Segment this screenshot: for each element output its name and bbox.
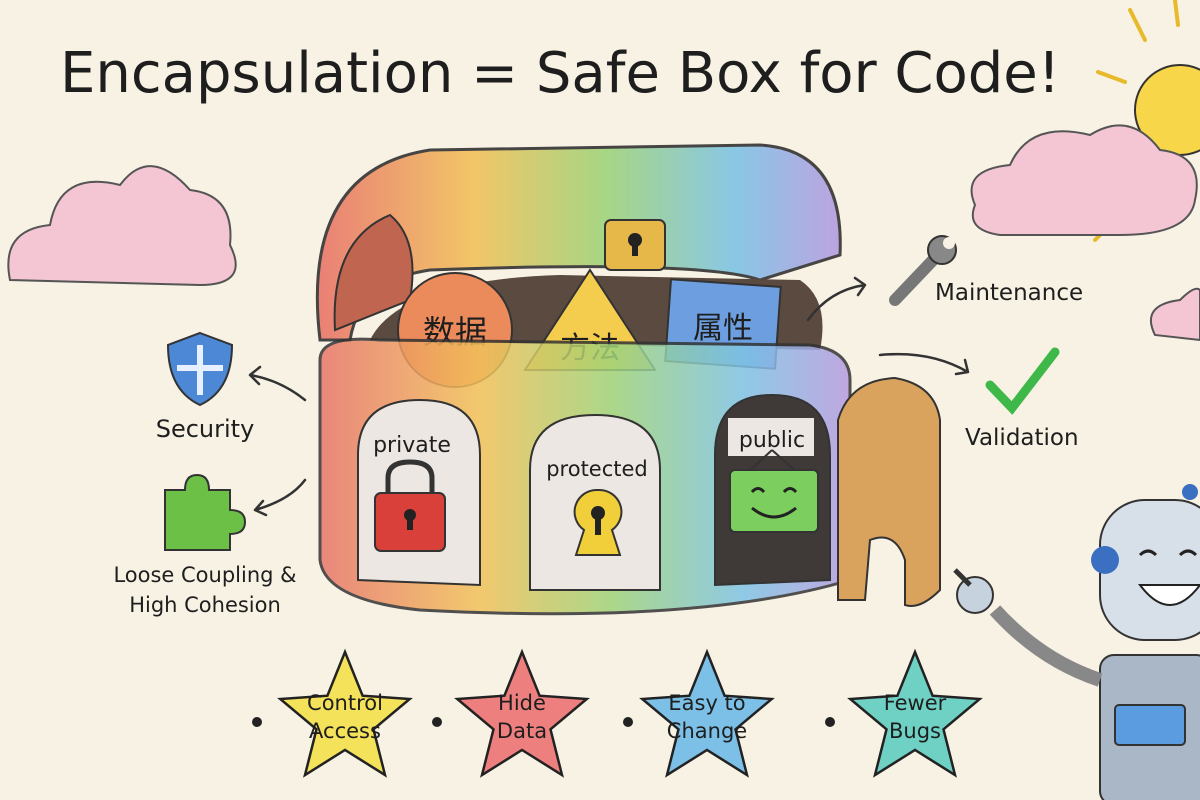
star-label: Change [667,719,747,743]
star-label: Control [307,691,383,715]
star-label: Easy to [668,691,745,715]
svg-text:private: private [373,433,451,458]
benefit-maintenance: Maintenance [935,280,1083,306]
star-label: Hide [498,691,546,715]
open-door-panel[interactable] [837,376,941,607]
smiley-sign-icon [729,449,819,533]
svg-text:属性: 属性 [693,311,753,346]
checkmark-icon [985,347,1060,415]
star-shape [847,648,983,778]
padlock-icon [374,459,446,552]
wrench-icon [889,235,957,306]
benefit-coupling-line2: High Cohesion [129,593,281,617]
star-label: Fewer [884,691,947,715]
door-protected[interactable]: protected [529,413,661,591]
door-private[interactable]: private [357,398,481,587]
cloud-icon [7,124,1200,342]
benefit-validation: Validation [965,425,1079,451]
benefit-stars: Control Access Hide Data Easy to Change Fewer B… [252,648,983,778]
bullet-dot [252,717,262,727]
svg-text:public: public [739,428,805,453]
robot-mascot [953,484,1200,800]
bullet-dot [623,717,633,727]
arrows [248,276,970,517]
star-shape [277,648,413,778]
star-label: Data [497,719,547,743]
puzzle-icon [164,473,247,551]
bullet-dot [825,717,835,727]
star-shape [639,648,775,778]
star-label: Access [309,719,381,743]
page-title: Encapsulation = Safe Box for Code! [60,41,1060,106]
benefit-security: Security [156,415,255,443]
star-shape [454,648,590,778]
door-public[interactable]: public [714,393,831,587]
svg-text:protected: protected [546,457,648,481]
benefit-coupling-line1: Loose Coupling & [113,563,296,587]
star-label: Bugs [889,719,941,743]
keyhole-icon [573,488,623,556]
shield-icon [166,331,234,407]
bullet-dot [432,717,442,727]
